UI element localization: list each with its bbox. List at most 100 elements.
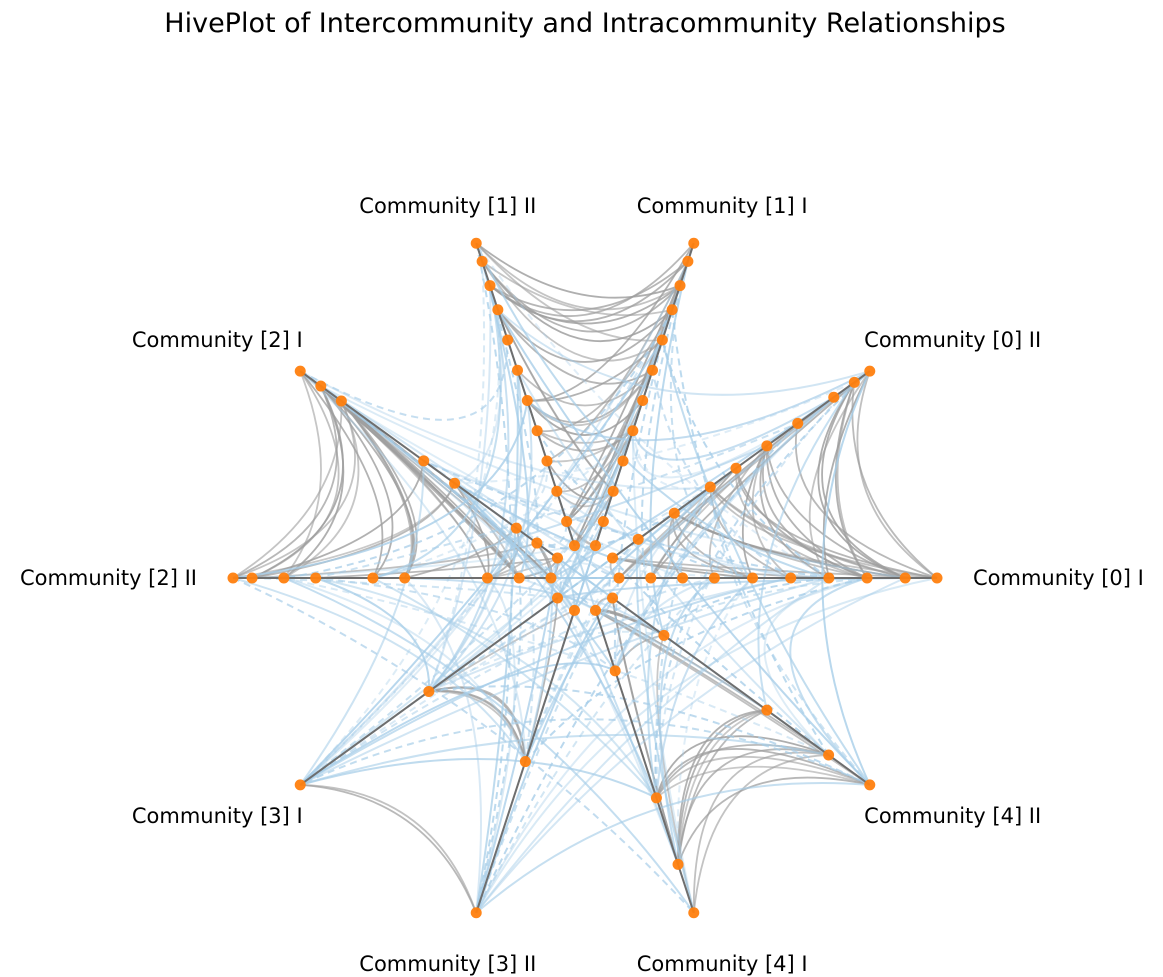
node	[792, 417, 804, 429]
node	[645, 572, 657, 584]
axis-label: Community [4] I	[637, 952, 808, 976]
inter-community-edge	[427, 261, 486, 692]
inter-community-edge	[631, 430, 695, 914]
inter-community-edge	[671, 309, 830, 756]
intra-community-edge	[537, 309, 673, 433]
inter-community-edge	[475, 557, 559, 914]
node	[607, 485, 619, 497]
intra-community-edge	[526, 399, 644, 436]
node	[861, 572, 873, 584]
inter-community-edge	[372, 285, 502, 579]
intra-community-edge	[735, 468, 868, 579]
inter-community-edge	[663, 577, 830, 636]
intra-community-edge	[556, 490, 614, 508]
node	[637, 394, 649, 406]
inter-community-edge	[299, 460, 425, 786]
chart-title: HivePlot of Intercommunity and Intracomm…	[164, 8, 1005, 39]
inter-community-edge	[524, 486, 711, 762]
node	[730, 462, 742, 474]
node	[531, 425, 543, 437]
node	[470, 907, 482, 919]
node	[647, 364, 659, 376]
node	[568, 604, 580, 616]
intra-community-edge	[283, 370, 322, 579]
inter-community-edge	[283, 309, 674, 579]
intra-community-edge	[453, 482, 521, 579]
intra-community-edge	[766, 445, 906, 579]
node	[551, 485, 563, 497]
intra-community-edge	[856, 370, 938, 579]
inter-community-edge	[557, 595, 665, 637]
inter-community-edge	[524, 609, 597, 762]
inter-community-edge	[614, 396, 835, 672]
inter-community-edge	[454, 309, 503, 485]
node	[864, 779, 876, 791]
inter-community-edge	[340, 400, 683, 579]
inter-community-edge	[516, 369, 830, 756]
node	[502, 334, 514, 346]
inter-community-edge	[428, 370, 523, 693]
intra-community-edge	[497, 309, 653, 385]
inter-community-edge	[320, 385, 906, 579]
inter-community-edge	[649, 261, 689, 636]
node	[590, 540, 602, 552]
inter-community-edge	[518, 486, 711, 579]
inter-community-edge	[757, 381, 856, 711]
node	[470, 237, 482, 249]
node	[511, 364, 523, 376]
node	[590, 604, 602, 616]
intra-community-edge	[612, 557, 938, 579]
axis-label: Community [0] II	[864, 328, 1041, 352]
node	[899, 572, 911, 584]
inter-community-edge	[403, 577, 483, 913]
inter-community-edge	[299, 718, 871, 786]
node	[607, 552, 619, 564]
intra-community-edge	[251, 460, 425, 579]
intra-community-edge	[475, 242, 681, 299]
intra-community-edge	[475, 242, 681, 311]
inter-community-edge	[789, 577, 871, 786]
inter-community-edge	[573, 609, 680, 865]
inter-community-edge	[299, 577, 791, 786]
inter-community-edge	[614, 577, 868, 672]
node	[418, 455, 430, 467]
node	[607, 592, 619, 604]
inter-community-edge	[475, 577, 868, 914]
intra-community-edge	[428, 687, 527, 762]
intra-community-edge	[817, 381, 906, 579]
inter-community-edge	[475, 577, 906, 914]
node	[513, 572, 525, 584]
inter-community-edge	[423, 459, 830, 579]
intra-community-edge	[527, 242, 695, 402]
axis-label: Community [2] II	[20, 566, 197, 590]
inter-community-edge	[475, 577, 830, 914]
intra-community-edge	[481, 260, 673, 343]
inter-community-edge	[299, 370, 711, 490]
inter-community-edge	[404, 577, 597, 612]
node	[315, 380, 327, 392]
node	[541, 455, 553, 467]
inter-community-edge	[557, 577, 906, 599]
axis-labels: Community [0] I Community [0] II Community…	[20, 194, 1144, 976]
intra-community-edge	[320, 385, 520, 579]
inter-community-edge	[299, 527, 518, 786]
inter-community-edge	[524, 577, 868, 763]
intra-community-edge	[741, 445, 768, 579]
inter-community-edge	[655, 381, 856, 798]
node	[672, 858, 684, 870]
node	[704, 481, 716, 493]
inter-community-edge	[299, 260, 689, 786]
node	[481, 572, 493, 584]
inter-community-edge	[252, 577, 558, 599]
intra-community-edge	[251, 385, 344, 579]
intra-community-edge	[300, 784, 478, 914]
node	[484, 280, 496, 292]
node	[278, 572, 290, 584]
node	[658, 629, 670, 641]
axis-label: Community [0] I	[973, 566, 1144, 590]
inter-community-edge	[428, 545, 597, 693]
axis-label: Community [3] I	[132, 804, 303, 828]
inter-community-edge	[655, 577, 754, 798]
intra-community-edge	[299, 370, 384, 579]
inter-community-edge	[556, 490, 829, 579]
